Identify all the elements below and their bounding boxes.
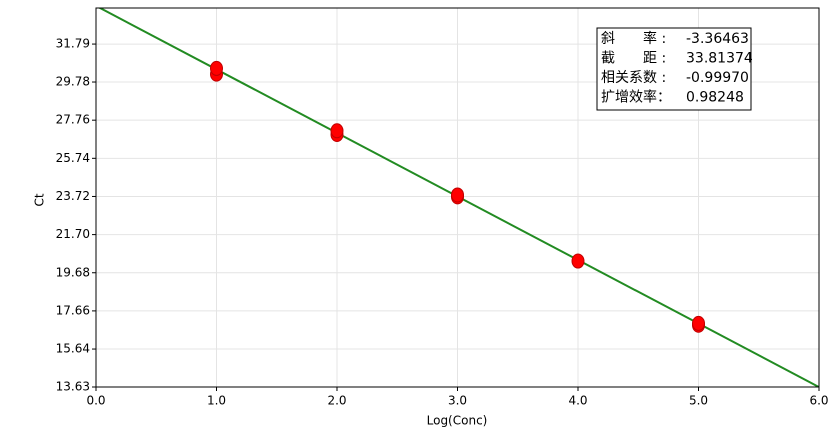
x-tick-label: 5.0 <box>689 394 708 408</box>
x-axis-label: Log(Conc) <box>427 414 488 428</box>
stat-value: -3.36463 <box>686 31 749 47</box>
y-tick-label: 27.76 <box>56 113 90 127</box>
x-tick-label: 6.0 <box>809 394 828 408</box>
stat-value: 0.98248 <box>686 90 744 106</box>
y-tick-label: 15.64 <box>56 342 90 356</box>
stat-name: 相关系数 : <box>601 70 666 86</box>
y-tick-label: 17.66 <box>56 303 90 317</box>
data-point <box>210 60 223 76</box>
y-axis-label: Ct <box>33 193 47 206</box>
x-tick-label: 0.0 <box>86 394 105 408</box>
stat-name: 截 距 : <box>601 51 666 67</box>
y-tick-label: 13.63 <box>56 380 90 394</box>
x-tick-label: 2.0 <box>327 394 346 408</box>
y-tick-label: 29.78 <box>56 75 90 89</box>
data-point <box>330 123 344 139</box>
x-tick-label: 1.0 <box>207 394 226 408</box>
stats-box <box>596 27 752 111</box>
marks <box>97 8 819 387</box>
y-tick-label: 23.72 <box>56 189 90 203</box>
data-point <box>451 187 464 203</box>
y-tick-label: 21.70 <box>56 227 90 241</box>
stat-name: 扩增效率： <box>601 89 671 106</box>
y-tick-label: 25.74 <box>56 151 90 165</box>
stat-value: -0.99970 <box>686 70 749 86</box>
stat-name: 斜 率 : <box>601 30 666 47</box>
y-tick-label: 31.79 <box>56 37 90 51</box>
y-tick-label: 19.68 <box>56 265 90 279</box>
stat-value: 33.81374 <box>686 51 753 67</box>
x-tick-label: 4.0 <box>568 394 587 408</box>
data-point <box>571 253 585 269</box>
data-point <box>692 315 705 331</box>
x-tick-label: 3.0 <box>448 394 467 408</box>
